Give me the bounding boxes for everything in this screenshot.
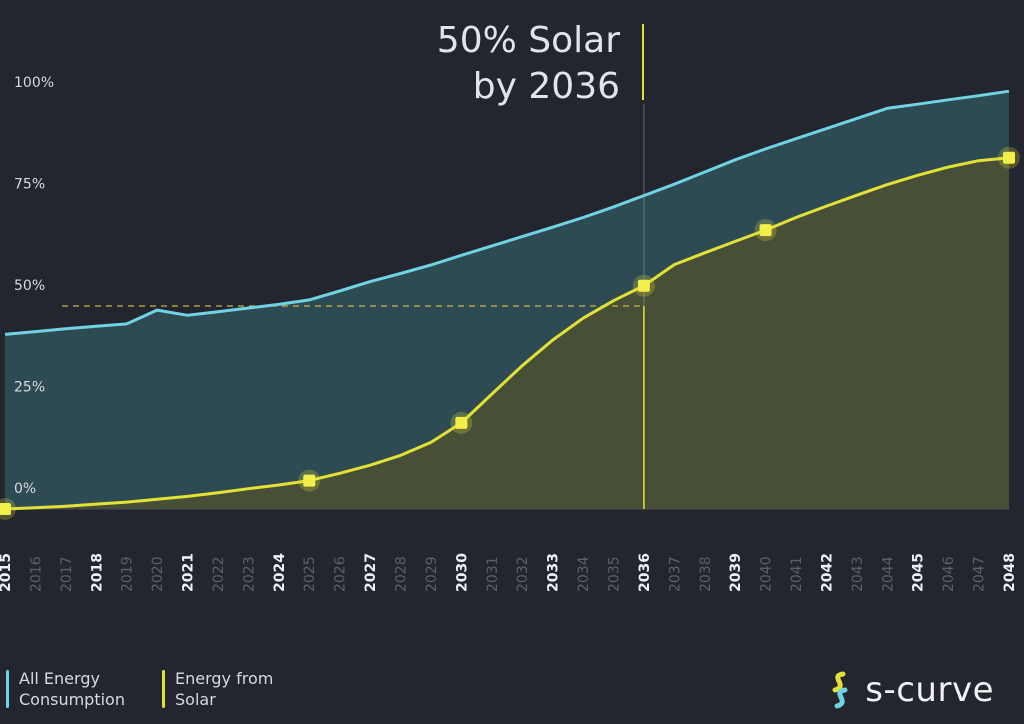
x-tick-2026: 2026 <box>333 556 349 592</box>
x-tick-2027: 2027 <box>363 553 379 592</box>
y-tick-100: 100% <box>14 75 54 91</box>
x-tick-2046: 2046 <box>941 556 957 592</box>
x-tick-2023: 2023 <box>241 556 257 592</box>
x-tick-2028: 2028 <box>394 556 410 592</box>
x-tick-2015: 2015 <box>0 553 14 592</box>
series-line-solar <box>4 156 1010 511</box>
series-line-all-energy <box>4 89 1010 336</box>
y-axis-ticks: 0% 25% 50% 75% 100% <box>14 75 54 497</box>
brand-logo: s-curve <box>823 670 994 710</box>
x-tick-2045: 2045 <box>911 553 927 592</box>
x-tick-2041: 2041 <box>789 556 805 592</box>
marker-2025 <box>303 474 316 487</box>
x-tick-2030: 2030 <box>454 553 470 592</box>
y-tick-0: 0% <box>14 481 36 497</box>
brand-name: s-curve <box>865 670 994 710</box>
x-tick-2042: 2042 <box>819 553 835 592</box>
legend-item-all-energy: All Energy Consumption <box>6 668 149 710</box>
x-axis-ticks: 2015 2016 2017 2018 2019 2020 2021 2022 2023 2024… <box>0 553 1018 592</box>
chart-areas <box>5 91 1009 510</box>
legend-swatch-solar <box>162 670 165 708</box>
legend-item-solar: Energy from Solar <box>162 668 305 710</box>
x-tick-2021: 2021 <box>181 553 197 592</box>
legend-label-all-energy: All Energy Consumption <box>19 669 125 709</box>
x-tick-2036: 2036 <box>637 553 653 592</box>
x-tick-2043: 2043 <box>850 556 866 592</box>
x-tick-2033: 2033 <box>546 553 562 592</box>
x-tick-2040: 2040 <box>759 556 775 592</box>
x-tick-2022: 2022 <box>211 556 227 592</box>
chart-markers <box>0 146 1020 520</box>
y-tick-50: 50% <box>14 278 45 294</box>
x-tick-2044: 2044 <box>880 556 896 592</box>
x-tick-2048: 2048 <box>1002 553 1018 592</box>
x-tick-2038: 2038 <box>698 556 714 592</box>
legend-label-solar: Energy from Solar <box>175 669 274 709</box>
x-tick-2018: 2018 <box>89 553 105 592</box>
marker-2048 <box>1003 151 1015 164</box>
annotation-line-1: by 2036 <box>473 66 620 107</box>
x-tick-2037: 2037 <box>667 556 683 592</box>
marker-2040 <box>759 224 772 237</box>
x-tick-2016: 2016 <box>28 556 44 592</box>
annotation-line-0: 50% Solar <box>437 20 620 61</box>
marker-2015 <box>0 503 11 515</box>
chart-reference-lines <box>0 104 1009 510</box>
s-curve-logo-icon <box>832 671 848 709</box>
x-tick-2039: 2039 <box>728 553 744 592</box>
chart-lines <box>4 89 1010 511</box>
x-tick-2029: 2029 <box>424 556 440 592</box>
area-solar <box>5 157 1009 510</box>
x-tick-2024: 2024 <box>272 553 288 592</box>
x-tick-2025: 2025 <box>302 556 318 592</box>
x-tick-2019: 2019 <box>120 556 136 592</box>
marker-2030 <box>455 416 468 429</box>
x-tick-2047: 2047 <box>972 556 988 592</box>
marker-2036 <box>637 279 650 292</box>
x-tick-2032: 2032 <box>515 556 531 592</box>
area-all-energy <box>5 91 1009 509</box>
legend-swatch-all-energy <box>6 670 9 708</box>
x-tick-2035: 2035 <box>606 556 622 592</box>
y-tick-75: 75% <box>14 177 45 193</box>
x-tick-2020: 2020 <box>150 556 166 592</box>
chart-annotation: 50% Solar by 2036 <box>437 20 644 107</box>
x-tick-2031: 2031 <box>485 556 501 592</box>
x-tick-2034: 2034 <box>576 556 592 592</box>
x-tick-2017: 2017 <box>59 556 75 592</box>
y-tick-25: 25% <box>14 380 45 396</box>
